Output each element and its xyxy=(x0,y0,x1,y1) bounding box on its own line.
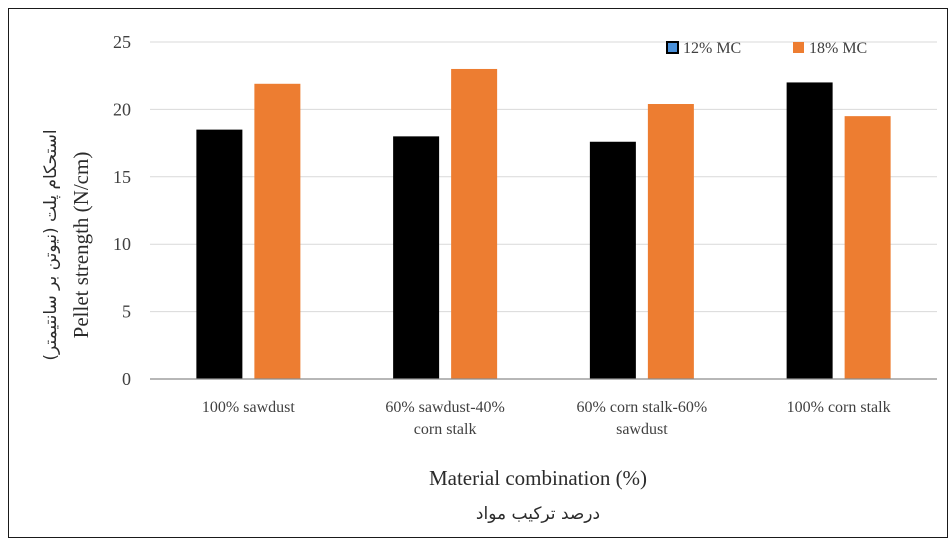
y-tick-labels: 0 5 10 15 20 25 xyxy=(113,32,131,389)
legend-swatch xyxy=(793,42,804,53)
bar-18-mc-0 xyxy=(254,83,301,380)
bar-12-mc-0 xyxy=(196,129,243,379)
bar-18-mc-3 xyxy=(844,116,891,379)
x-category-label: 60% corn stalk-60% sawdust xyxy=(577,399,708,438)
x-category-label: 100% sawdust xyxy=(202,399,295,416)
x-axis-title-persian: درصد ترکیب مواد xyxy=(476,504,600,524)
y-tick-label: 25 xyxy=(113,32,131,52)
y-tick-label: 20 xyxy=(113,99,131,119)
x-category-label: 100% corn stalk xyxy=(787,399,891,416)
bar-12-mc-2 xyxy=(589,141,636,379)
y-tick-label: 10 xyxy=(113,234,131,254)
legend-label: 12% MC xyxy=(683,40,741,57)
y-tick-label: 0 xyxy=(122,369,131,389)
x-category-label: 60% sawdust-40% corn stalk xyxy=(385,399,505,438)
legend-label: 18% MC xyxy=(809,40,867,57)
bar-18-mc-2 xyxy=(647,104,694,380)
x-axis-title: Material combination (%) xyxy=(429,466,647,490)
bar-12-mc-3 xyxy=(786,82,833,379)
bar-18-mc-1 xyxy=(451,68,498,380)
legend: 12% MC 18% MC xyxy=(666,40,867,57)
y-axis-title-persian: استحکام پلت (نیوتن بر سانتیمتر) xyxy=(41,129,61,360)
y-axis-title: Pellet strength (N/cm) xyxy=(69,152,93,339)
bars xyxy=(196,68,891,380)
bar-12-mc-1 xyxy=(393,136,440,379)
y-tick-label: 15 xyxy=(113,167,131,187)
x-category-labels: 100% sawdust 60% sawdust-40% corn stalk 60%… xyxy=(202,399,891,438)
legend-swatch xyxy=(666,41,679,54)
y-tick-label: 5 xyxy=(122,302,131,322)
